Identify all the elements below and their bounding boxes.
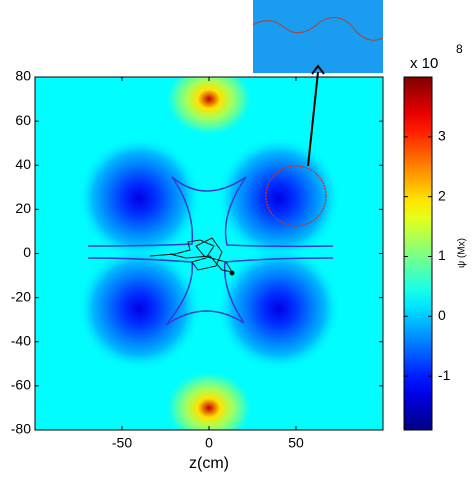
colorbar-multiplier: x 10 <box>410 55 438 72</box>
trajectory <box>149 237 234 273</box>
field <box>35 77 383 430</box>
field-source <box>216 136 341 261</box>
y-tick-label: 20 <box>15 200 31 216</box>
y-tick-label: -40 <box>11 332 31 348</box>
colorbar-exponent: 8 <box>456 42 463 56</box>
highlight-circle <box>265 165 327 227</box>
field-source <box>164 369 254 430</box>
colorbar-tick-label: 2 <box>438 187 446 203</box>
arrow <box>307 71 319 167</box>
y-tick-label: -20 <box>11 288 31 304</box>
arrow-head <box>311 64 325 75</box>
field-source <box>216 246 341 371</box>
field-source <box>77 246 202 371</box>
y-tick-label: 0 <box>23 244 31 260</box>
y-tick-label: -60 <box>11 377 31 393</box>
y-tick-label: 80 <box>15 68 31 84</box>
colorbar-label: ψ (Mx) <box>457 238 468 268</box>
colorbar-tick-label: 0 <box>438 307 446 323</box>
trajectory-end <box>229 270 235 276</box>
x-axis-label: z(cm) <box>189 455 229 472</box>
y-tick-label: -80 <box>11 421 31 437</box>
field-source <box>77 136 202 261</box>
colorbar <box>403 76 433 431</box>
overlay <box>87 0 384 326</box>
x-tick-label: 0 <box>205 435 213 451</box>
y-tick-label: 40 <box>15 156 31 172</box>
separatrix <box>87 176 334 326</box>
inset-curve <box>252 17 384 41</box>
x-tick-label: 50 <box>288 435 304 451</box>
y-tick-label: 60 <box>15 112 31 128</box>
colorbar-tick-label: -1 <box>438 367 451 383</box>
x-tick-label: -50 <box>112 435 132 451</box>
inset <box>253 0 383 73</box>
colorbar-tick-label: 3 <box>438 128 446 144</box>
field-source <box>164 77 254 138</box>
colorbar-tick-label: 1 <box>438 247 446 263</box>
